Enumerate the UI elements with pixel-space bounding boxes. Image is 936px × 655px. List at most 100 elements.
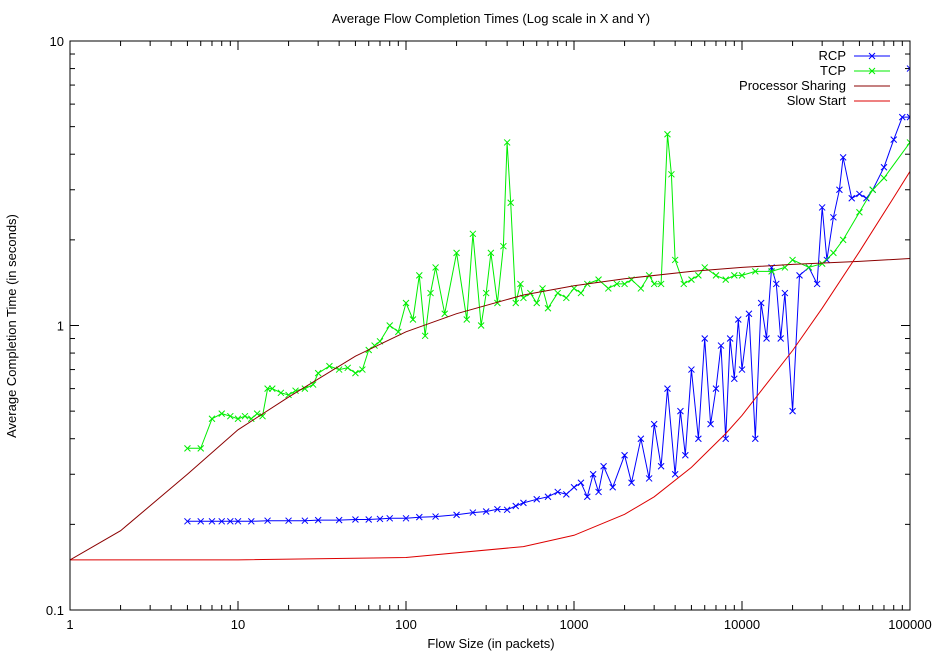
data-point-tcp	[671, 256, 679, 264]
data-point-tcp	[527, 289, 534, 297]
data-point-tcp	[650, 280, 658, 288]
data-point-rcp	[906, 65, 910, 72]
data-point-rcp	[570, 483, 578, 491]
data-point-tcp	[344, 364, 352, 372]
data-point-tcp	[751, 267, 759, 275]
data-point-tcp	[830, 249, 837, 257]
data-point-rcp	[583, 493, 591, 501]
data-point-tcp	[184, 444, 191, 452]
data-point-tcp	[409, 316, 417, 323]
data-point-tcp	[668, 170, 675, 178]
data-point-tcp	[247, 415, 255, 423]
data-point-rcp	[848, 194, 856, 202]
data-point-tcp	[432, 264, 439, 271]
data-point-tcp	[664, 130, 671, 138]
legend-label-processor-sharing: Processor Sharing	[739, 78, 846, 93]
data-point-rcp	[671, 470, 679, 478]
data-point-rcp	[717, 342, 725, 349]
data-point-rcp	[712, 385, 720, 392]
data-point-rcp	[906, 113, 910, 121]
data-point-tcp	[869, 186, 877, 194]
data-point-tcp	[818, 260, 826, 267]
data-point-rcp	[184, 517, 191, 525]
plot-area	[70, 65, 910, 561]
data-point-tcp	[789, 256, 796, 264]
data-point-tcp	[688, 276, 695, 283]
x-tick-label: 100	[395, 617, 417, 632]
data-point-rcp	[856, 190, 863, 198]
data-point-rcp	[677, 407, 684, 415]
data-point-tcp	[268, 385, 276, 392]
data-point-rcp	[781, 289, 789, 297]
data-point-rcp	[234, 517, 242, 525]
data-point-rcp	[772, 280, 780, 288]
data-point-tcp	[359, 366, 366, 373]
data-point-tcp	[533, 299, 541, 307]
data-point-rcp	[751, 435, 759, 443]
data-point-tcp	[301, 385, 309, 392]
data-point-tcp	[415, 272, 423, 279]
x-tick-label: 10	[231, 617, 245, 632]
data-point-rcp	[595, 488, 602, 496]
data-point-tcp	[712, 272, 720, 279]
data-point-tcp	[839, 236, 847, 244]
data-point-rcp	[376, 515, 384, 523]
data-point-tcp	[604, 285, 612, 292]
data-point-rcp	[577, 479, 585, 487]
data-point-tcp	[730, 272, 738, 279]
data-point-rcp	[726, 335, 734, 342]
data-point-rcp	[520, 499, 527, 507]
legend-label-rcp: RCP	[819, 48, 846, 63]
data-point-tcp	[285, 391, 292, 399]
data-point-rcp	[533, 495, 541, 503]
data-point-tcp	[241, 412, 249, 420]
data-point-rcp	[562, 490, 570, 498]
data-point-rcp	[621, 451, 628, 459]
data-point-tcp	[507, 199, 515, 207]
x-tick-label: 10000	[724, 617, 760, 632]
data-point-rcp	[722, 435, 730, 443]
data-point-tcp	[503, 139, 511, 146]
data-point-tcp	[645, 272, 653, 279]
data-point-rcp	[839, 153, 847, 161]
data-point-rcp	[813, 280, 821, 288]
data-point-tcp	[500, 242, 507, 250]
data-point-rcp	[734, 316, 742, 323]
data-point-rcp	[208, 517, 216, 525]
data-point-rcp	[503, 506, 511, 514]
plot-frame	[69, 40, 911, 611]
data-point-rcp	[818, 204, 826, 211]
data-point-tcp	[197, 444, 205, 452]
data-point-rcp	[880, 163, 888, 171]
data-point-tcp	[738, 272, 746, 279]
data-point-rcp	[512, 502, 520, 510]
data-point-tcp	[695, 272, 702, 279]
data-point-tcp	[768, 267, 775, 275]
data-point-rcp	[890, 136, 898, 144]
data-point-rcp	[247, 517, 255, 525]
data-point-tcp	[621, 280, 628, 288]
data-point-rcp	[402, 514, 410, 522]
data-point-rcp	[777, 335, 785, 342]
data-point-tcp	[512, 299, 520, 307]
data-point-rcp	[453, 511, 460, 519]
data-point-tcp	[577, 289, 585, 297]
data-point-rcp	[285, 517, 292, 525]
data-point-tcp	[326, 362, 333, 370]
data-point-rcp	[664, 385, 671, 392]
data-point-tcp	[680, 280, 688, 288]
data-point-rcp	[745, 310, 753, 318]
data-point-rcp	[628, 479, 635, 487]
data-point-rcp	[836, 186, 843, 194]
data-point-tcp	[477, 322, 485, 329]
data-point-rcp	[637, 435, 645, 443]
y-axis-label: Average Completion Time (in seconds)	[4, 214, 19, 438]
data-point-tcp	[494, 299, 501, 307]
data-point-rcp	[469, 509, 477, 516]
data-point-rcp	[386, 514, 394, 522]
data-point-tcp	[544, 304, 552, 312]
data-point-rcp	[600, 462, 607, 470]
